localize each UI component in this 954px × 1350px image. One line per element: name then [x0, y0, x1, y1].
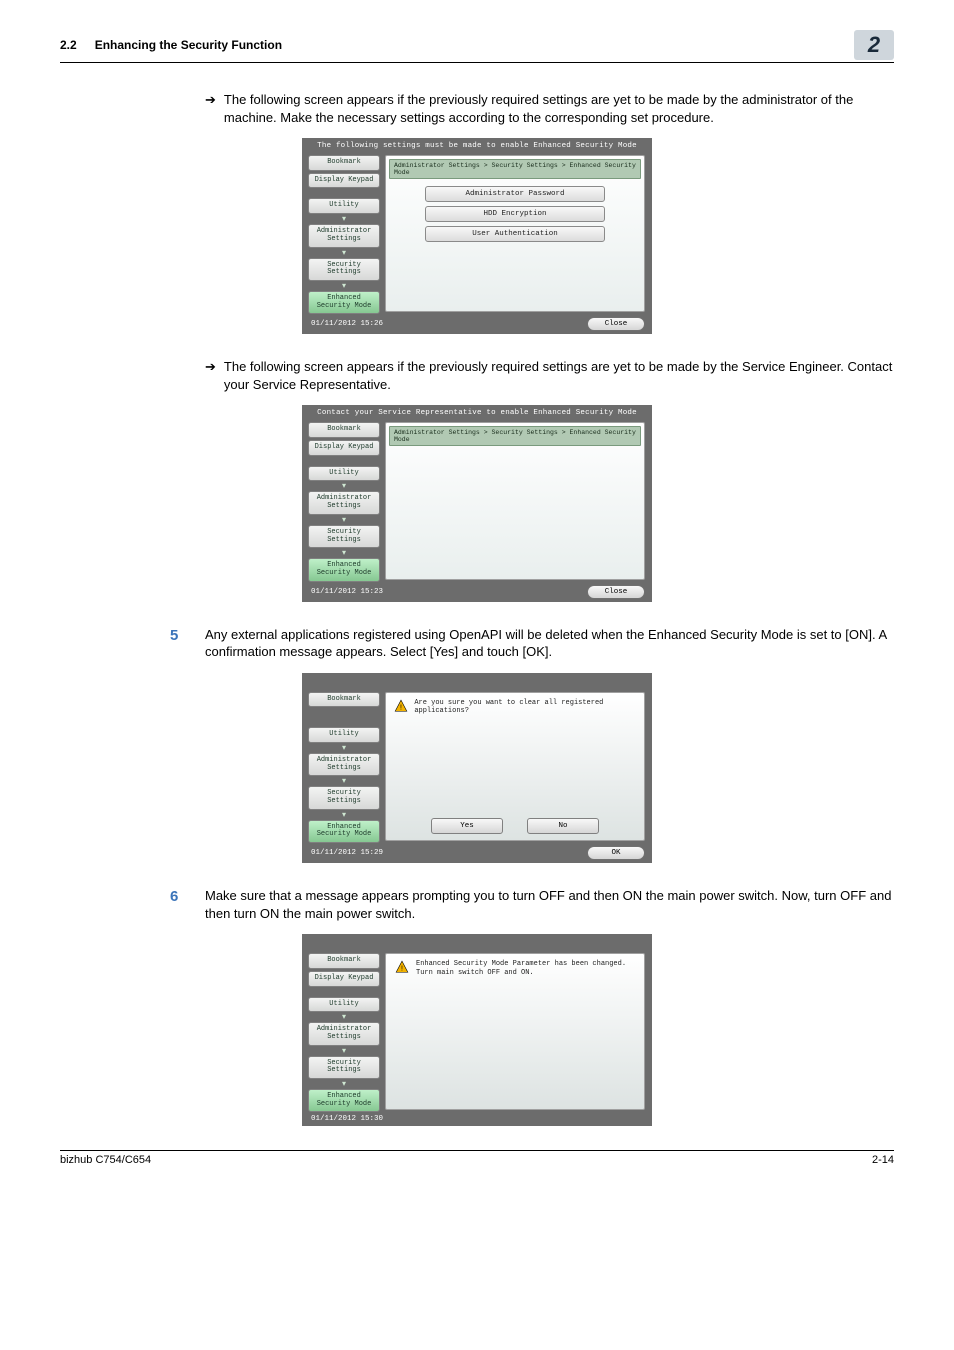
display-keypad-button[interactable]: Display Keypad — [308, 440, 380, 456]
enhanced-security-button[interactable]: Enhanced Security Mode — [308, 291, 380, 314]
shot1-banner: The following settings must be made to e… — [305, 141, 649, 153]
chevron-down-icon: ▾ — [308, 483, 380, 489]
section-title: Enhancing the Security Function — [95, 38, 854, 52]
section-number: 2.2 — [60, 38, 77, 52]
shot1-sidebar: Bookmark Display Keypad Utility ▾ Admini… — [305, 153, 383, 314]
close-button[interactable]: Close — [587, 317, 645, 331]
shot4-main: ! Enhanced Security Mode Parameter has b… — [385, 953, 645, 1110]
bullet-para-1: ➔ The following screen appears if the pr… — [205, 91, 894, 126]
step-number: 5 — [170, 626, 205, 661]
step-text: Make sure that a message appears prompti… — [205, 887, 894, 922]
security-settings-button[interactable]: Security Settings — [308, 1056, 380, 1079]
enhanced-security-button[interactable]: Enhanced Security Mode — [308, 1089, 380, 1112]
svg-text:!: ! — [400, 704, 402, 711]
step-number: 6 — [170, 887, 205, 922]
chevron-down-icon: ▾ — [308, 812, 380, 818]
utility-button[interactable]: Utility — [308, 997, 380, 1013]
svg-text:!: ! — [401, 966, 403, 973]
hdd-encryption-item[interactable]: HDD Encryption — [425, 206, 605, 222]
step-text: Any external applications registered usi… — [205, 626, 894, 661]
breadcrumb: Administrator Settings > Security Settin… — [389, 159, 641, 179]
arrow-icon: ➔ — [205, 91, 216, 126]
bullet-text-2: The following screen appears if the prev… — [224, 358, 894, 393]
screenshot-contact-service: Contact your Service Representative to e… — [302, 405, 652, 601]
page-header: 2.2 Enhancing the Security Function 2 — [60, 30, 894, 63]
display-keypad-button[interactable]: Display Keypad — [308, 173, 380, 189]
screenshot-confirm-clear: Bookmark Utility ▾ Administrator Setting… — [302, 673, 652, 864]
bullet-para-2: ➔ The following screen appears if the pr… — [205, 358, 894, 393]
chapter-badge: 2 — [854, 30, 894, 60]
user-auth-item[interactable]: User Authentication — [425, 226, 605, 242]
breadcrumb: Administrator Settings > Security Settin… — [389, 426, 641, 446]
utility-button[interactable]: Utility — [308, 727, 380, 743]
display-keypad-button[interactable]: Display Keypad — [308, 971, 380, 987]
utility-button[interactable]: Utility — [308, 198, 380, 214]
step-5: 5 Any external applications registered u… — [170, 626, 894, 661]
shot4-timestamp: 01/11/2012 15:30 — [311, 1115, 383, 1123]
admin-settings-button[interactable]: Administrator Settings — [308, 753, 380, 776]
chevron-down-icon: ▾ — [308, 778, 380, 784]
chevron-down-icon: ▾ — [308, 1081, 380, 1087]
shot2-main: Administrator Settings > Security Settin… — [385, 422, 645, 579]
yes-button[interactable]: Yes — [431, 818, 503, 834]
chevron-down-icon: ▾ — [308, 250, 380, 256]
bookmark-button[interactable]: Bookmark — [308, 953, 380, 969]
bullet-text-1: The following screen appears if the prev… — [224, 91, 894, 126]
warning-icon: ! — [394, 699, 408, 713]
admin-settings-button[interactable]: Administrator Settings — [308, 1022, 380, 1045]
bookmark-button[interactable]: Bookmark — [308, 155, 380, 171]
chevron-down-icon: ▾ — [308, 517, 380, 523]
shot1-main: Administrator Settings > Security Settin… — [385, 155, 645, 312]
screenshot-power-cycle: Bookmark Display Keypad Utility ▾ Admini… — [302, 934, 652, 1126]
security-settings-button[interactable]: Security Settings — [308, 258, 380, 281]
admin-password-item[interactable]: Administrator Password — [425, 186, 605, 202]
step-6: 6 Make sure that a message appears promp… — [170, 887, 894, 922]
shot2-timestamp: 01/11/2012 15:23 — [311, 588, 383, 596]
warn-line1: Enhanced Security Mode Parameter has bee… — [416, 960, 626, 968]
shot3-sidebar: Bookmark Utility ▾ Administrator Setting… — [305, 690, 383, 844]
shot4-sidebar: Bookmark Display Keypad Utility ▾ Admini… — [305, 951, 383, 1112]
warning-text: Are you sure you want to clear all regis… — [414, 699, 636, 716]
arrow-icon: ➔ — [205, 358, 216, 393]
security-settings-button[interactable]: Security Settings — [308, 525, 380, 548]
footer-device: bizhub C754/C654 — [60, 1154, 151, 1166]
shot1-timestamp: 01/11/2012 15:26 — [311, 320, 383, 328]
admin-settings-button[interactable]: Administrator Settings — [308, 224, 380, 247]
chevron-down-icon: ▾ — [308, 745, 380, 751]
enhanced-security-button[interactable]: Enhanced Security Mode — [308, 820, 380, 843]
close-button[interactable]: Close — [587, 585, 645, 599]
shot2-sidebar: Bookmark Display Keypad Utility ▾ Admini… — [305, 420, 383, 581]
warning-icon: ! — [394, 960, 410, 974]
footer-page-number: 2-14 — [872, 1154, 894, 1166]
bookmark-button[interactable]: Bookmark — [308, 422, 380, 438]
chevron-down-icon: ▾ — [308, 283, 380, 289]
admin-settings-button[interactable]: Administrator Settings — [308, 491, 380, 514]
security-settings-button[interactable]: Security Settings — [308, 786, 380, 809]
shot2-banner: Contact your Service Representative to e… — [305, 408, 649, 420]
warn-line2: Turn main switch OFF and ON. — [416, 969, 534, 977]
chevron-down-icon: ▾ — [308, 1048, 380, 1054]
chevron-down-icon: ▾ — [308, 550, 380, 556]
bookmark-button[interactable]: Bookmark — [308, 692, 380, 708]
page-footer: bizhub C754/C654 2-14 — [60, 1150, 894, 1166]
shot3-timestamp: 01/11/2012 15:29 — [311, 849, 383, 857]
warning-text: Enhanced Security Mode Parameter has bee… — [416, 960, 626, 977]
enhanced-security-button[interactable]: Enhanced Security Mode — [308, 558, 380, 581]
screenshot-admin-settings: The following settings must be made to e… — [302, 138, 652, 334]
utility-button[interactable]: Utility — [308, 466, 380, 482]
no-button[interactable]: No — [527, 818, 599, 834]
ok-button[interactable]: OK — [587, 846, 645, 860]
shot3-main: ! Are you sure you want to clear all reg… — [385, 692, 645, 842]
chevron-down-icon: ▾ — [308, 1014, 380, 1020]
chevron-down-icon: ▾ — [308, 216, 380, 222]
